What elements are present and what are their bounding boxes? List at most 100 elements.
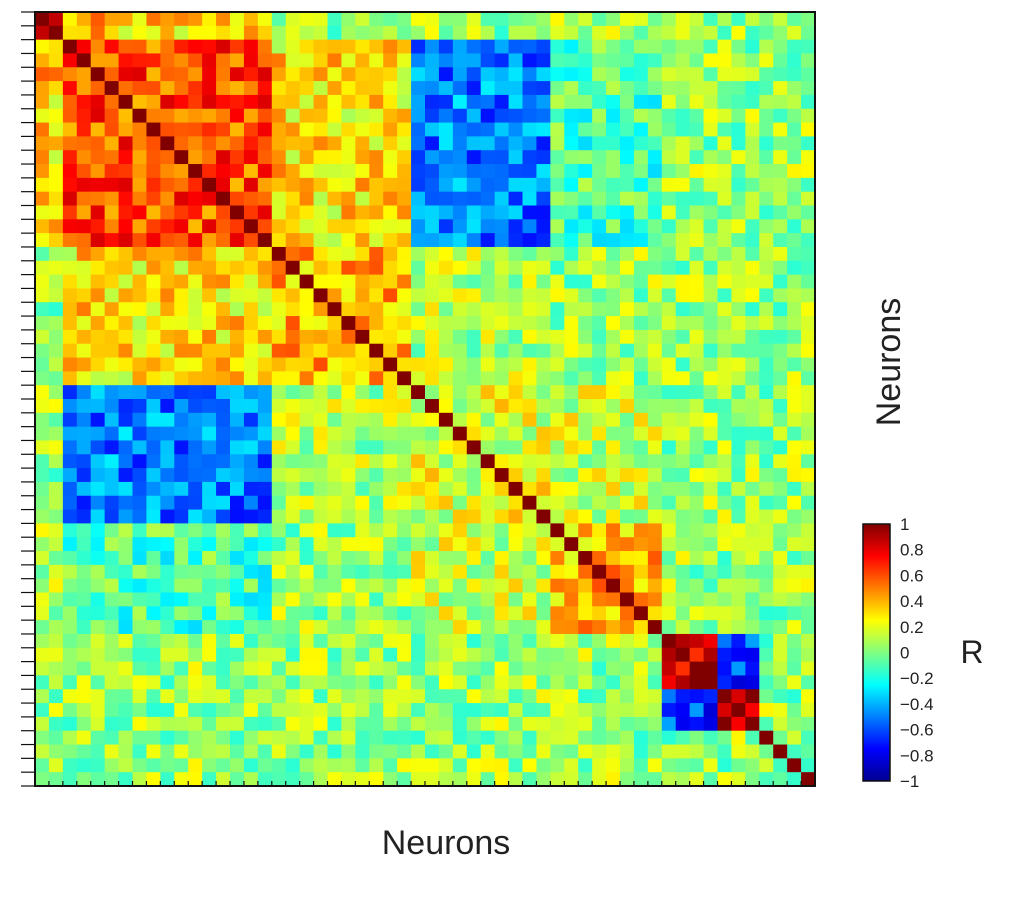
heatmap-cell [62,412,78,428]
heatmap-cell [132,81,148,96]
heatmap-cell [341,25,356,41]
heatmap-cell [257,703,273,718]
heatmap-cell [661,578,677,594]
heatmap-cell [550,412,565,428]
heatmap-cell [132,371,148,386]
heatmap-cell [592,564,607,580]
heatmap-cell [243,440,259,455]
heatmap-cell [188,412,203,428]
heatmap-cell [146,481,161,497]
heatmap-cell [773,164,788,179]
heatmap-cell [90,357,106,372]
heatmap-cell [188,316,203,331]
heatmap-cell [243,633,259,649]
heatmap-cell [76,523,92,538]
heatmap-cell [578,94,593,110]
heatmap-cell [174,661,189,677]
heatmap-cell [285,219,301,234]
heatmap-cell [550,758,565,773]
heatmap-cell [438,454,454,469]
heatmap-cell [661,703,677,718]
heatmap-cell [661,191,677,207]
heatmap-cell [801,122,816,137]
heatmap-cell [536,730,551,746]
heatmap-cell [76,703,92,718]
heatmap-cell [647,509,663,524]
heatmap-cell [369,219,384,234]
heatmap-cell [76,716,92,732]
heatmap-cell [243,647,259,663]
heatmap-cell [230,164,245,179]
heatmap-cell [466,233,482,248]
heatmap-cell [230,371,245,386]
heatmap-cell [620,260,635,276]
heatmap-cell [536,12,551,27]
heatmap-cell [299,246,315,262]
heatmap-cell [104,274,120,290]
heatmap-cell [480,94,496,110]
heatmap-cell [271,592,287,607]
heatmap-cell [90,67,106,82]
heatmap-cell [564,537,579,552]
heatmap-cell [355,53,370,68]
heatmap-cell [160,136,175,151]
heatmap-cell [90,758,106,773]
heatmap-cell [466,219,482,234]
heatmap-cell [216,744,231,759]
heatmap-cell [606,703,621,718]
heatmap-cell [801,675,816,690]
heatmap-cell [160,94,175,110]
heatmap-cell [452,316,468,331]
heatmap-cell [801,246,816,262]
heatmap-cell [104,758,120,773]
heatmap-cell [299,620,315,635]
heatmap-cell [174,288,189,303]
heatmap-cell [480,81,496,96]
heatmap-cell [369,661,384,677]
heatmap-cell [202,94,217,110]
heatmap-cell [480,564,496,580]
heatmap-cell [313,12,329,27]
heatmap-cell [466,53,482,68]
heatmap-cell [76,288,92,303]
heatmap-cell [397,191,412,207]
heatmap-cell [397,744,412,759]
heatmap-cell [76,412,92,428]
heatmap-cell [355,592,370,607]
heatmap-cell [647,122,663,137]
heatmap-cell [132,136,148,151]
heatmap-cell [355,675,370,690]
heatmap-cell [355,772,370,787]
heatmap-cell [230,440,245,455]
heatmap-cell [606,53,621,68]
heatmap-cell [647,205,663,220]
heatmap-cell [661,219,677,234]
heatmap-cell [787,39,802,55]
heatmap-cell [522,316,538,331]
heatmap-cell [341,523,356,538]
heatmap-cell [731,150,746,165]
heatmap-cell [271,233,287,248]
heatmap-cell [202,25,217,41]
heatmap-cell [243,689,259,704]
heatmap-cell [216,94,231,110]
heatmap-cell [480,675,496,690]
heatmap-cell [494,633,510,649]
heatmap-cell [174,274,189,290]
heatmap-cell [550,12,565,27]
heatmap-cell [327,564,343,580]
heatmap-cell [606,274,621,290]
heatmap-cell [243,12,259,27]
heatmap-cell [578,772,593,787]
heatmap-cell [174,81,189,96]
heatmap-cell [773,537,788,552]
heatmap-cell [745,468,760,483]
heatmap-cell [90,606,106,621]
heatmap-cell [522,177,538,193]
heatmap-cell [578,758,593,773]
heatmap-cell [35,94,50,110]
heatmap-cell [104,647,120,663]
heatmap-cell [383,620,398,635]
heatmap-cell [257,412,273,428]
heatmap-cell [564,495,579,511]
